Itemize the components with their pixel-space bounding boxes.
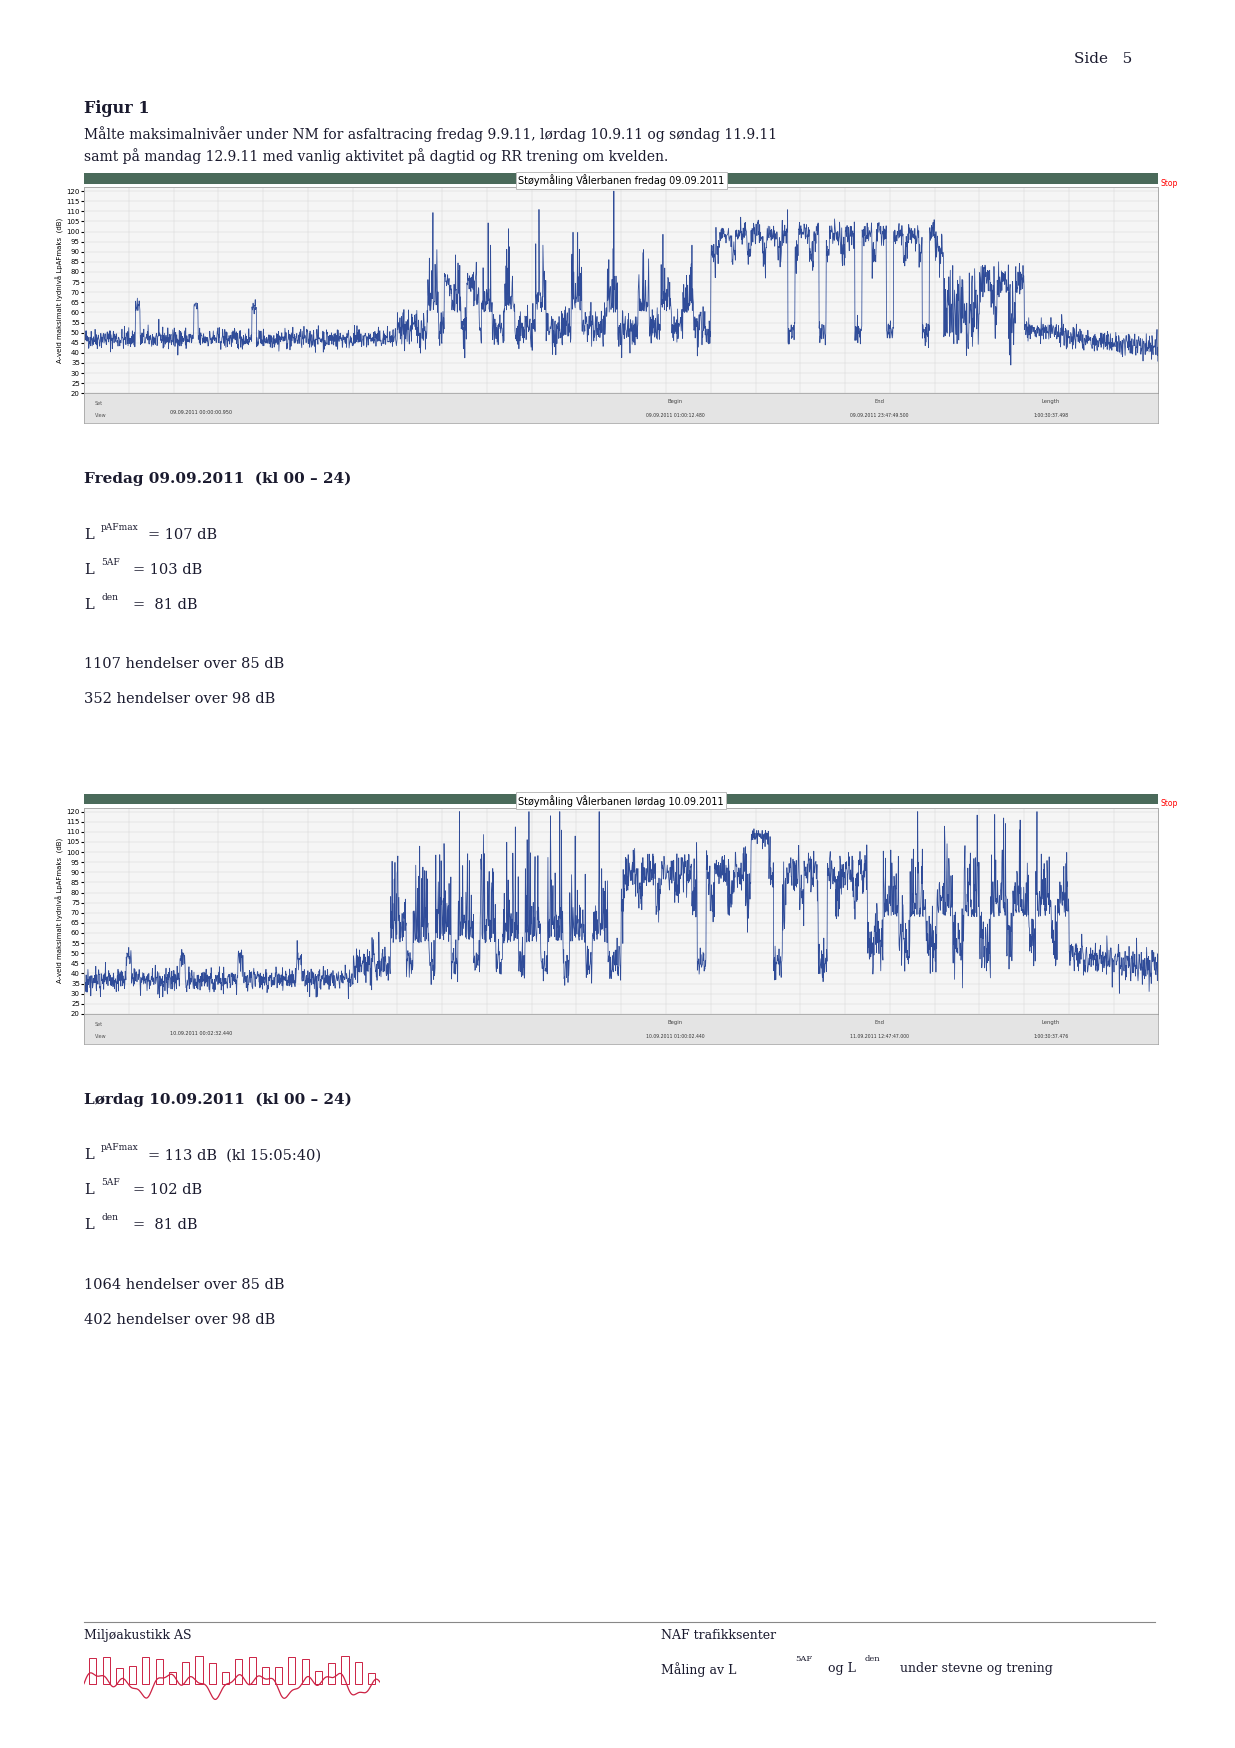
- Text: View: View: [95, 413, 106, 418]
- Text: NAF trafikksenter: NAF trafikksenter: [661, 1629, 776, 1641]
- Bar: [248, 1657, 256, 1683]
- Bar: [156, 1659, 163, 1683]
- Text: Set: Set: [95, 402, 103, 406]
- Text: Begin: Begin: [667, 399, 683, 404]
- Bar: [89, 1659, 96, 1683]
- Text: Set: Set: [95, 1023, 103, 1026]
- Text: = 103 dB: = 103 dB: [133, 563, 203, 577]
- Text: Side   5: Side 5: [1074, 52, 1132, 66]
- Bar: [354, 1662, 362, 1683]
- Text: 1:00:30:37.476: 1:00:30:37.476: [1034, 1033, 1068, 1038]
- Title: Støymåling Vålerbanen lørdag 10.09.2011: Støymåling Vålerbanen lørdag 10.09.2011: [519, 795, 724, 808]
- Bar: [183, 1662, 189, 1683]
- Text: Stop: Stop: [1161, 178, 1178, 187]
- Title: Støymåling Vålerbanen fredag 09.09.2011: Støymåling Vålerbanen fredag 09.09.2011: [517, 175, 725, 187]
- Text: 09.09.2011 23:47:49.500: 09.09.2011 23:47:49.500: [850, 413, 908, 418]
- Text: L: L: [84, 1148, 94, 1162]
- Bar: [275, 1668, 282, 1683]
- Text: 5AF: 5AF: [101, 558, 120, 566]
- Text: 10.09.2011 01:00:02.440: 10.09.2011 01:00:02.440: [646, 1033, 704, 1038]
- Text: under stevne og trening: under stevne og trening: [892, 1662, 1052, 1675]
- Text: 5AF: 5AF: [101, 1178, 120, 1187]
- Text: Fredag 09.09.2011  (kl 00 – 24): Fredag 09.09.2011 (kl 00 – 24): [84, 472, 351, 486]
- Text: den: den: [101, 593, 119, 601]
- Bar: [209, 1662, 216, 1683]
- Bar: [103, 1657, 110, 1683]
- Text: =  81 dB: = 81 dB: [133, 1218, 198, 1232]
- Text: End: End: [874, 399, 884, 404]
- Text: pAFmax: pAFmax: [101, 1143, 140, 1152]
- Text: L: L: [84, 1183, 94, 1197]
- Text: 09.09.2011 01:00:12.480: 09.09.2011 01:00:12.480: [646, 413, 704, 418]
- Text: 402 hendelser over 98 dB: 402 hendelser over 98 dB: [84, 1313, 275, 1327]
- Text: = 113 dB  (kl 15:05:40): = 113 dB (kl 15:05:40): [148, 1148, 321, 1162]
- Text: 1:00:30:37.498: 1:00:30:37.498: [1034, 413, 1068, 418]
- Bar: [222, 1671, 230, 1683]
- Text: samt på mandag 12.9.11 med vanlig aktivitet på dagtid og RR trening om kvelden.: samt på mandag 12.9.11 med vanlig aktivi…: [84, 149, 668, 164]
- Text: 11.09.2011 12:47:47.000: 11.09.2011 12:47:47.000: [850, 1033, 909, 1038]
- Text: den: den: [864, 1655, 881, 1664]
- Text: Stop: Stop: [1161, 799, 1178, 808]
- Text: View: View: [95, 1033, 106, 1038]
- Text: Figur 1: Figur 1: [84, 100, 149, 117]
- Bar: [329, 1662, 335, 1683]
- Bar: [368, 1673, 375, 1683]
- Bar: [142, 1657, 149, 1683]
- Text: Måling av L: Måling av L: [661, 1662, 736, 1678]
- Text: pAFmax: pAFmax: [101, 523, 140, 531]
- Text: 5AF: 5AF: [795, 1655, 813, 1664]
- Text: 10.09.2011 00:02:32.440: 10.09.2011 00:02:32.440: [170, 1031, 232, 1035]
- Bar: [169, 1673, 177, 1683]
- Text: L: L: [84, 563, 94, 577]
- Bar: [130, 1666, 136, 1683]
- Text: Lørdag 10.09.2011  (kl 00 – 24): Lørdag 10.09.2011 (kl 00 – 24): [84, 1092, 352, 1106]
- Text: Miljøakustikk AS: Miljøakustikk AS: [84, 1629, 191, 1641]
- Text: L: L: [84, 598, 94, 612]
- Text: Begin: Begin: [667, 1019, 683, 1024]
- Y-axis label: A-veid maksimalt lydnivå LpAFmaks  (dB): A-veid maksimalt lydnivå LpAFmaks (dB): [56, 837, 63, 984]
- Text: =  81 dB: = 81 dB: [133, 598, 198, 612]
- Bar: [288, 1657, 295, 1683]
- Text: 352 hendelser over 98 dB: 352 hendelser over 98 dB: [84, 692, 275, 706]
- Bar: [341, 1655, 348, 1683]
- Text: L: L: [84, 528, 94, 542]
- Text: og L: og L: [824, 1662, 856, 1675]
- Text: = 107 dB: = 107 dB: [148, 528, 217, 542]
- Bar: [235, 1659, 242, 1683]
- Bar: [315, 1671, 322, 1683]
- Text: Målte maksimalnivåer under NM for asfaltracing fredag 9.9.11, lørdag 10.9.11 og : Målte maksimalnivåer under NM for asfalt…: [84, 126, 777, 142]
- Bar: [301, 1659, 309, 1683]
- Bar: [195, 1655, 203, 1683]
- Y-axis label: A-veid maksimalt lydnivå LpAFmaks  (dB): A-veid maksimalt lydnivå LpAFmaks (dB): [56, 217, 63, 364]
- Bar: [116, 1668, 124, 1683]
- Text: L: L: [84, 1218, 94, 1232]
- X-axis label: Tid  (hh:mm:ss): Tid (hh:mm:ss): [588, 1026, 655, 1035]
- Text: Length: Length: [1042, 1019, 1060, 1024]
- Text: = 102 dB: = 102 dB: [133, 1183, 203, 1197]
- Text: 1064 hendelser over 85 dB: 1064 hendelser over 85 dB: [84, 1278, 284, 1292]
- Bar: [262, 1666, 269, 1683]
- Text: 1107 hendelser over 85 dB: 1107 hendelser over 85 dB: [84, 657, 284, 671]
- Text: 09.09.2011 00:00:00.950: 09.09.2011 00:00:00.950: [170, 411, 232, 414]
- X-axis label: Tid  (hh:mm:ss): Tid (hh:mm:ss): [588, 406, 655, 414]
- Text: den: den: [101, 1213, 119, 1222]
- Text: Length: Length: [1042, 399, 1060, 404]
- Text: End: End: [874, 1019, 884, 1024]
